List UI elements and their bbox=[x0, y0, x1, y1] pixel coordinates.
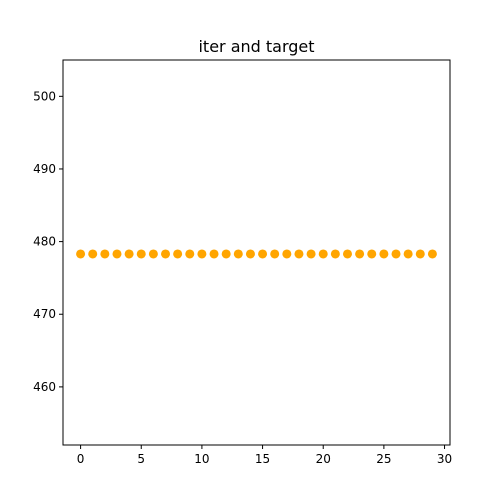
y-tick-label: 480 bbox=[33, 235, 56, 249]
data-point bbox=[173, 249, 183, 259]
data-points bbox=[76, 249, 437, 259]
chart-title: iter and target bbox=[198, 37, 314, 56]
data-point bbox=[161, 249, 171, 259]
data-point bbox=[342, 249, 352, 259]
data-point bbox=[221, 249, 231, 259]
data-point bbox=[403, 249, 413, 259]
data-point bbox=[245, 249, 255, 259]
data-point bbox=[415, 249, 425, 259]
data-point bbox=[306, 249, 316, 259]
data-point bbox=[427, 249, 437, 259]
y-axis: 460 470 480 490 500 bbox=[33, 89, 63, 394]
data-point bbox=[294, 249, 304, 259]
data-point bbox=[282, 249, 292, 259]
data-point bbox=[233, 249, 243, 259]
x-tick-label: 20 bbox=[316, 452, 331, 466]
x-tick-label: 5 bbox=[137, 452, 145, 466]
y-tick-label: 500 bbox=[33, 89, 56, 103]
data-point bbox=[330, 249, 340, 259]
y-tick-label: 470 bbox=[33, 307, 56, 321]
data-point bbox=[367, 249, 377, 259]
data-point bbox=[391, 249, 401, 259]
x-tick-label: 10 bbox=[194, 452, 209, 466]
y-tick-label: 460 bbox=[33, 380, 56, 394]
data-point bbox=[197, 249, 207, 259]
x-tick-label: 15 bbox=[255, 452, 270, 466]
data-point bbox=[270, 249, 280, 259]
x-tick-label: 0 bbox=[77, 452, 85, 466]
data-point bbox=[185, 249, 195, 259]
data-point bbox=[318, 249, 328, 259]
data-point bbox=[136, 249, 146, 259]
data-point bbox=[379, 249, 389, 259]
y-tick-label: 490 bbox=[33, 162, 56, 176]
data-point bbox=[124, 249, 134, 259]
x-tick-label: 30 bbox=[437, 452, 452, 466]
data-point bbox=[258, 249, 268, 259]
data-point bbox=[148, 249, 158, 259]
data-point bbox=[355, 249, 365, 259]
plot-frame bbox=[62, 59, 451, 446]
data-point bbox=[76, 249, 86, 259]
x-axis: 0 5 10 15 20 25 30 bbox=[77, 445, 452, 466]
data-point bbox=[100, 249, 110, 259]
data-point bbox=[88, 249, 98, 259]
x-tick-label: 25 bbox=[376, 452, 391, 466]
data-point bbox=[209, 249, 219, 259]
data-point bbox=[112, 249, 122, 259]
